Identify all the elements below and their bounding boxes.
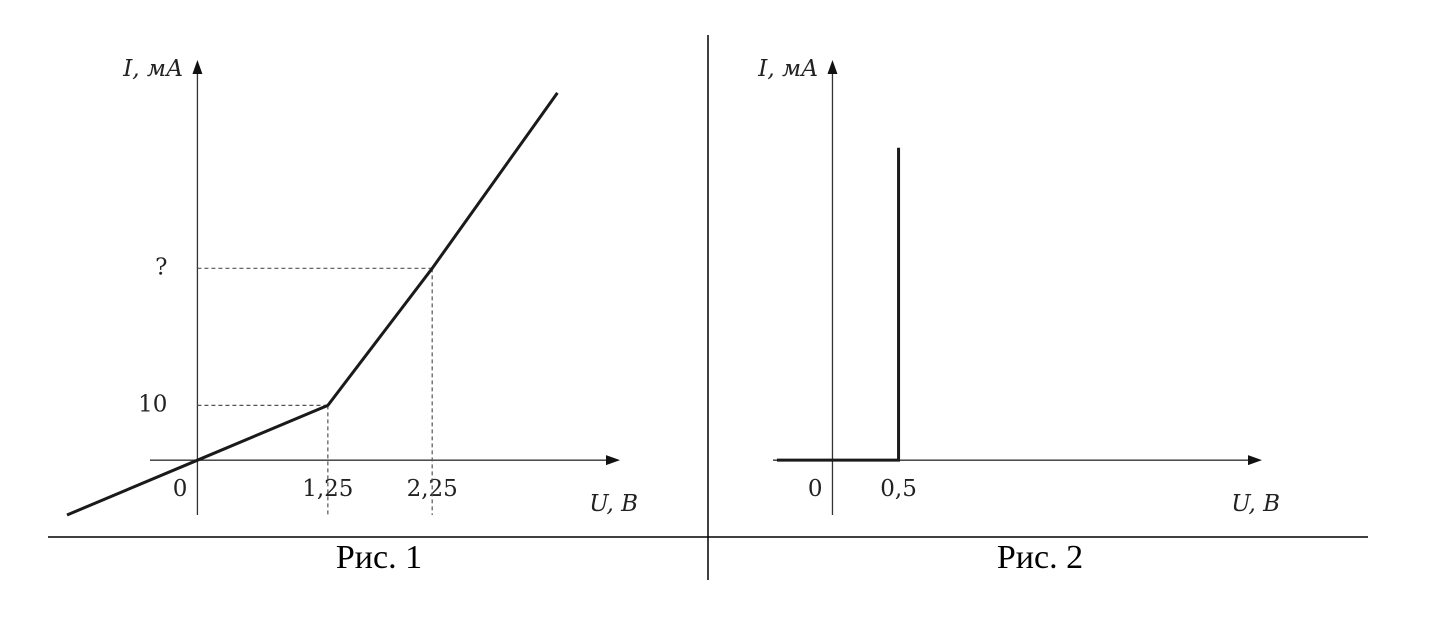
x-tick-label: 0 xyxy=(808,476,823,502)
y-tick-label: 10 xyxy=(138,391,167,417)
x-axis-label: U, В xyxy=(1231,491,1280,517)
x-tick-label: 0 xyxy=(173,476,188,502)
x-tick-label: 0,5 xyxy=(880,476,917,502)
x-axis-label: U, В xyxy=(589,491,638,517)
y-axis-arrow xyxy=(192,60,203,74)
x-axis-arrow xyxy=(1248,455,1262,466)
y-axis-arrow xyxy=(827,60,838,74)
data-line xyxy=(776,147,901,462)
x-axis-arrow xyxy=(606,455,620,466)
data-line xyxy=(66,92,559,517)
y-tick-label: ? xyxy=(155,254,167,280)
caption: Рис. 2 xyxy=(997,539,1083,576)
y-axis-label: I, мА xyxy=(757,56,818,82)
caption: Рис. 1 xyxy=(336,539,422,576)
y-axis-label: I, мА xyxy=(122,56,183,82)
